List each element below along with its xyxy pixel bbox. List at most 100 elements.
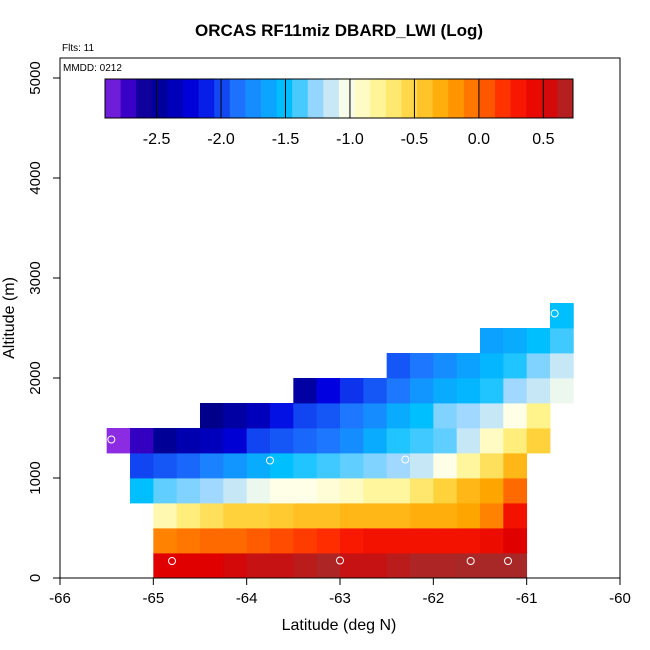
heatmap-cell [340,378,364,404]
heatmap-cell [340,403,364,429]
heatmap-cell [480,453,504,479]
heatmap-cell [176,553,201,579]
colorbar-segment [510,79,527,118]
colorbar-segment [183,79,200,118]
heatmap-cell [176,428,201,454]
heatmap-cell [526,353,551,379]
heatmap-cell [340,503,364,529]
heatmap-cell [386,453,411,479]
heatmap-cell [433,528,458,554]
heatmap-cell [550,378,574,404]
y-axis-label: Altitude (m) [1,277,18,359]
heatmap-cell [363,528,388,554]
heatmap-cell [293,403,318,429]
flight-marker [550,309,559,318]
heatmap-cell [200,528,224,554]
heatmap-cell [270,478,294,504]
heatmap-cell [200,553,224,579]
heatmap-cell [526,328,551,354]
heatmap-cell [130,478,154,504]
heatmap-cell [433,403,458,429]
heatmap-cell [386,428,411,454]
heatmap-cell [246,528,271,554]
heatmap-cell [363,553,388,579]
heatmap-cell [153,478,178,504]
heatmap-cell [480,428,504,454]
heatmap-cell [246,478,271,504]
heatmap-cell [270,553,294,579]
heatmap-cell [386,403,411,429]
heatmap-cell [223,403,248,429]
heatmap-cell [456,478,481,504]
heatmap-cell [410,353,434,379]
axes: -66 -65 -64 -63 -62 -61 -60 0 1000 2000 3000 4000 50… [27,61,631,607]
heatmap-cell [363,428,388,454]
colorbar-segment [105,79,122,118]
heatmap-cell [410,478,434,504]
heatmap-cell [480,553,504,579]
heatmap-cell [503,553,528,579]
colorbar-segment [557,79,574,118]
heatmap-cell [433,478,458,504]
heatmap-cell [433,428,458,454]
heatmap-cell [246,403,271,429]
x-tick-label: -60 [609,590,631,607]
heatmap-cell [293,503,318,529]
heatmap-cell [223,553,248,579]
colorbar-segment [526,79,543,118]
colorbar-segment [307,79,324,118]
colorbar: -2.5 -2.0 -1.5 -1.0 -0.5 0.0 0.5 [104,78,574,148]
colorbar-segment [448,79,465,118]
heatmap-cell [456,353,481,379]
heatmap-cell [503,403,528,429]
heatmap-cell [293,378,318,404]
heatmap-cell [503,528,528,554]
colorbar-tick-label: -1.5 [272,131,300,148]
heatmap-cell [246,428,271,454]
heatmap-cell [410,378,434,404]
colorbar-segment [276,79,293,118]
y-tick-label: 1000 [27,461,44,494]
flight-marker [466,557,475,565]
colorbar-tick-label: -2.5 [143,131,171,148]
y-tick-label: 2000 [27,361,44,394]
heatmap-cell [456,378,481,404]
x-tick-label: -63 [329,590,351,607]
colorbar-tick-label: 0.0 [468,131,490,148]
heatmap-cell [293,453,318,479]
heatmap-cell [480,528,504,554]
colorbar-frame [104,78,574,119]
heatmap-cell [316,528,341,554]
heatmap-cell [130,453,154,479]
heatmap-cell [433,503,458,529]
colorbar-segment [463,79,480,118]
heatmap-cell [480,503,504,529]
x-tick-label: -62 [422,590,444,607]
heatmap-cell [246,453,271,479]
colorbar-segment [292,79,309,118]
colorbar-tick-label: -0.5 [401,131,429,148]
heatmap-cell [456,453,481,479]
heatmap-cell [433,378,458,404]
flight-marker [107,435,116,444]
colorbar-segment [167,79,184,118]
heatmap-cell [316,478,341,504]
heatmap-cell [410,428,434,454]
heatmap-cell [223,528,248,554]
heatmap-cell [526,378,551,404]
heatmap-cell [386,503,411,529]
heatmap-cell [410,403,434,429]
flight-marker [168,557,176,565]
heatmap-cell [200,478,224,504]
flights-annotation: Flts: 11 [62,43,94,54]
x-tick-label: -64 [236,590,258,607]
chart-title: ORCAS RF11miz DBARD_LWI (Log) [195,21,483,40]
heatmap-cells [106,303,574,579]
heatmap-cell [270,453,294,479]
heatmap-cell [316,378,341,404]
heatmap-cell [480,378,504,404]
colorbar-segment [432,79,449,118]
heatmap-cell [433,553,458,579]
heatmap-cell [456,428,481,454]
